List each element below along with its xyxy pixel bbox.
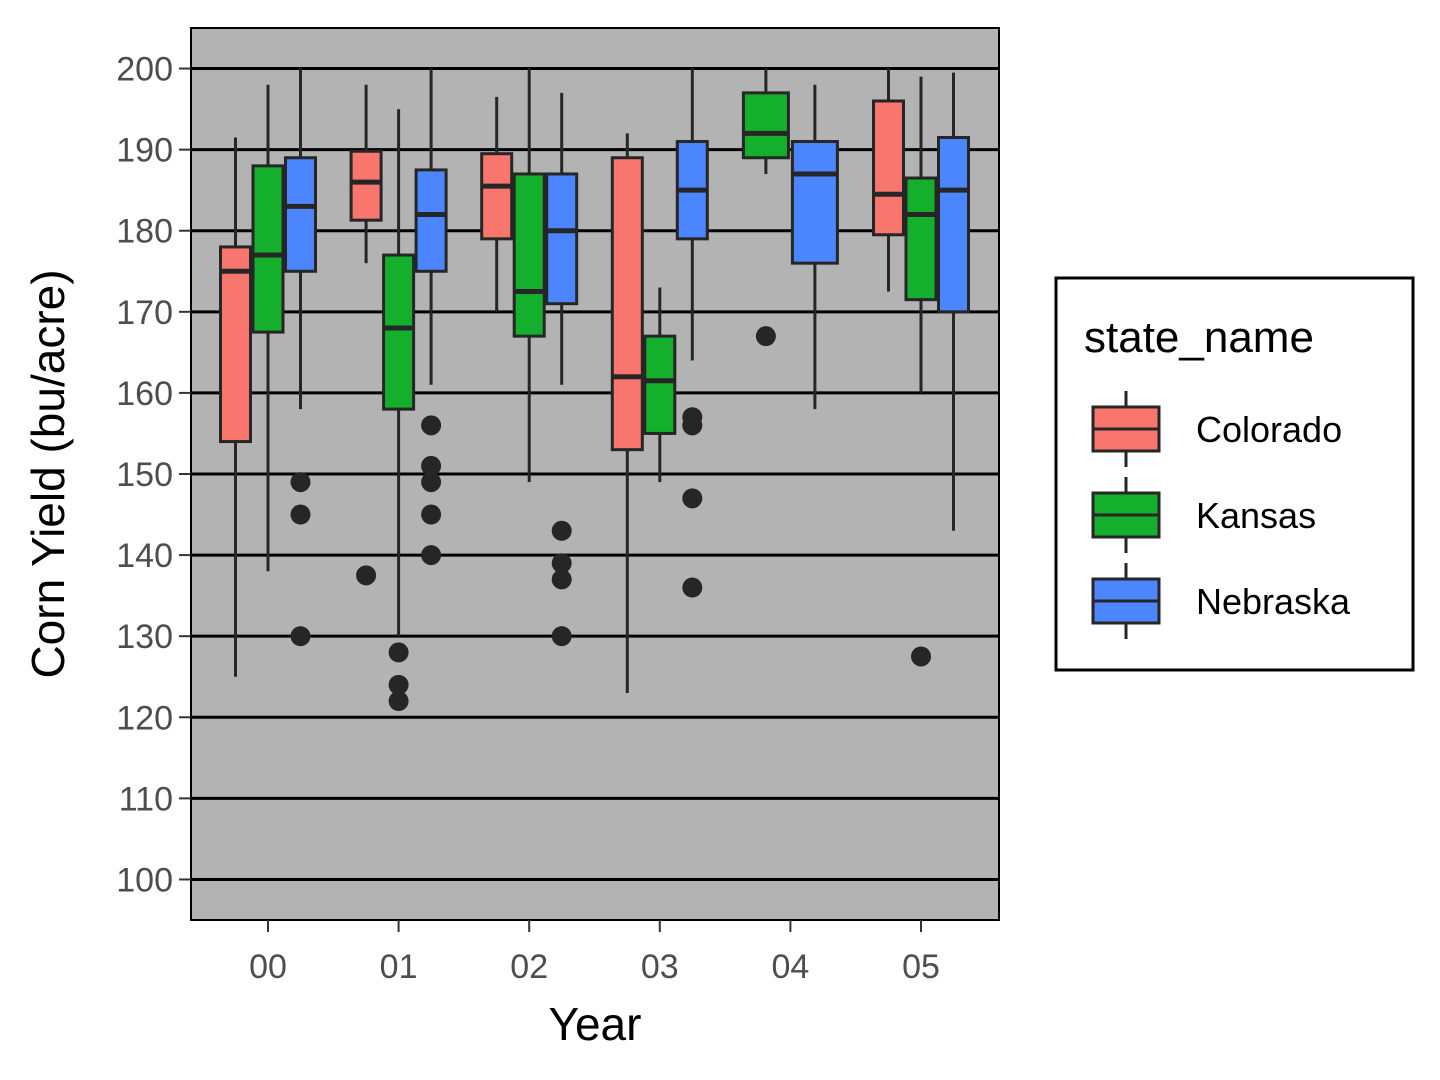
- outlier-point: [421, 455, 442, 476]
- outlier-point: [388, 642, 409, 663]
- y-tick-label-120: 120: [116, 699, 173, 737]
- box-iqr: [643, 334, 677, 435]
- box-nebraska-03: [675, 68, 709, 598]
- box-kansas-05: [904, 76, 938, 667]
- gridlines: [191, 67, 999, 881]
- outlier-point: [356, 565, 377, 586]
- box-colorado-03: [610, 133, 644, 693]
- box-iqr: [349, 149, 383, 222]
- x-tick-label-05: 05: [902, 948, 940, 986]
- x-tick-label-02: 02: [510, 948, 548, 986]
- outlier-point: [551, 569, 572, 590]
- box-iqr: [284, 156, 317, 273]
- outlier-point: [911, 646, 931, 667]
- outlier-point: [551, 520, 572, 541]
- box-iqr: [219, 245, 252, 444]
- box-nebraska-05: [937, 72, 970, 531]
- y-tick-label-100: 100: [116, 861, 173, 899]
- outlier-point: [421, 472, 442, 493]
- x-tick-label-00: 00: [249, 948, 287, 986]
- legend-title: state_name: [1084, 313, 1314, 362]
- y-tick-label-190: 190: [116, 132, 173, 170]
- y-tick-label-180: 180: [116, 213, 173, 251]
- box-iqr: [382, 253, 416, 411]
- box-iqr: [937, 135, 970, 314]
- y-tick-label-170: 170: [116, 294, 173, 332]
- outlier-point: [421, 415, 442, 436]
- box-iqr: [414, 168, 448, 273]
- x-axis: 00 01 02 03 04 05: [249, 920, 940, 986]
- legend-label-colorado: Colorado: [1196, 409, 1342, 450]
- outlier-point: [388, 691, 409, 712]
- outlier-point: [290, 504, 311, 525]
- box-colorado-01: [349, 84, 383, 586]
- box-iqr: [904, 176, 938, 302]
- x-tick-label-04: 04: [771, 948, 809, 986]
- legend-key-kansas: Kansas: [1091, 477, 1316, 553]
- outlier-point: [682, 415, 703, 436]
- box-nebraska-01: [414, 68, 448, 566]
- outlier-point: [755, 326, 776, 347]
- y-tick-label-150: 150: [116, 456, 173, 494]
- outlier-point: [421, 545, 442, 566]
- box-iqr: [610, 156, 644, 452]
- box-colorado-00: [219, 137, 252, 677]
- box-iqr: [512, 172, 546, 338]
- y-tick-label-140: 140: [116, 537, 173, 575]
- y-tick-label-110: 110: [119, 780, 173, 818]
- outlier-point: [551, 553, 572, 574]
- outlier-point: [682, 577, 703, 598]
- y-axis-title: Corn Yield (bu/acre): [22, 269, 74, 678]
- outlier-point: [551, 626, 572, 647]
- legend: state_name Colorado Kansas Nebraska: [1054, 276, 1415, 672]
- legend-label-kansas: Kansas: [1196, 495, 1316, 536]
- box-colorado-02: [480, 96, 514, 312]
- box-nebraska-00: [284, 68, 317, 647]
- x-tick-label-01: 01: [380, 948, 418, 986]
- box-iqr: [251, 164, 285, 334]
- y-tick-label-200: 200: [116, 51, 173, 89]
- box-kansas-04: [741, 68, 790, 347]
- x-tick-label-03: 03: [641, 948, 679, 986]
- box-iqr: [545, 172, 579, 306]
- outlier-point: [421, 504, 442, 525]
- x-axis-title: Year: [549, 998, 642, 1050]
- legend-key-colorado: Colorado: [1091, 391, 1342, 467]
- legend-keys: Colorado Kansas Nebraska: [1091, 391, 1351, 639]
- box-iqr: [480, 152, 514, 241]
- box-iqr: [741, 91, 790, 160]
- legend-key-nebraska: Nebraska: [1091, 563, 1351, 639]
- y-axis: 100 110 120 130 140 150 160 170 180 190 200: [116, 51, 191, 899]
- y-tick-label-130: 130: [116, 618, 173, 656]
- boxes: [219, 68, 970, 712]
- y-tick-label-160: 160: [116, 375, 173, 413]
- box-kansas-02: [512, 68, 546, 483]
- outlier-point: [682, 488, 703, 509]
- box-kansas-03: [643, 287, 677, 483]
- box-kansas-01: [382, 109, 416, 712]
- outlier-point: [388, 674, 409, 695]
- box-iqr: [872, 99, 905, 237]
- box-nebraska-04: [790, 84, 839, 410]
- box-kansas-00: [251, 84, 285, 572]
- box-iqr: [790, 140, 839, 265]
- legend-label-nebraska: Nebraska: [1196, 581, 1351, 622]
- outlier-point: [290, 626, 311, 647]
- box-nebraska-02: [545, 92, 579, 647]
- outlier-point: [290, 472, 311, 493]
- box-colorado-05: [872, 68, 905, 292]
